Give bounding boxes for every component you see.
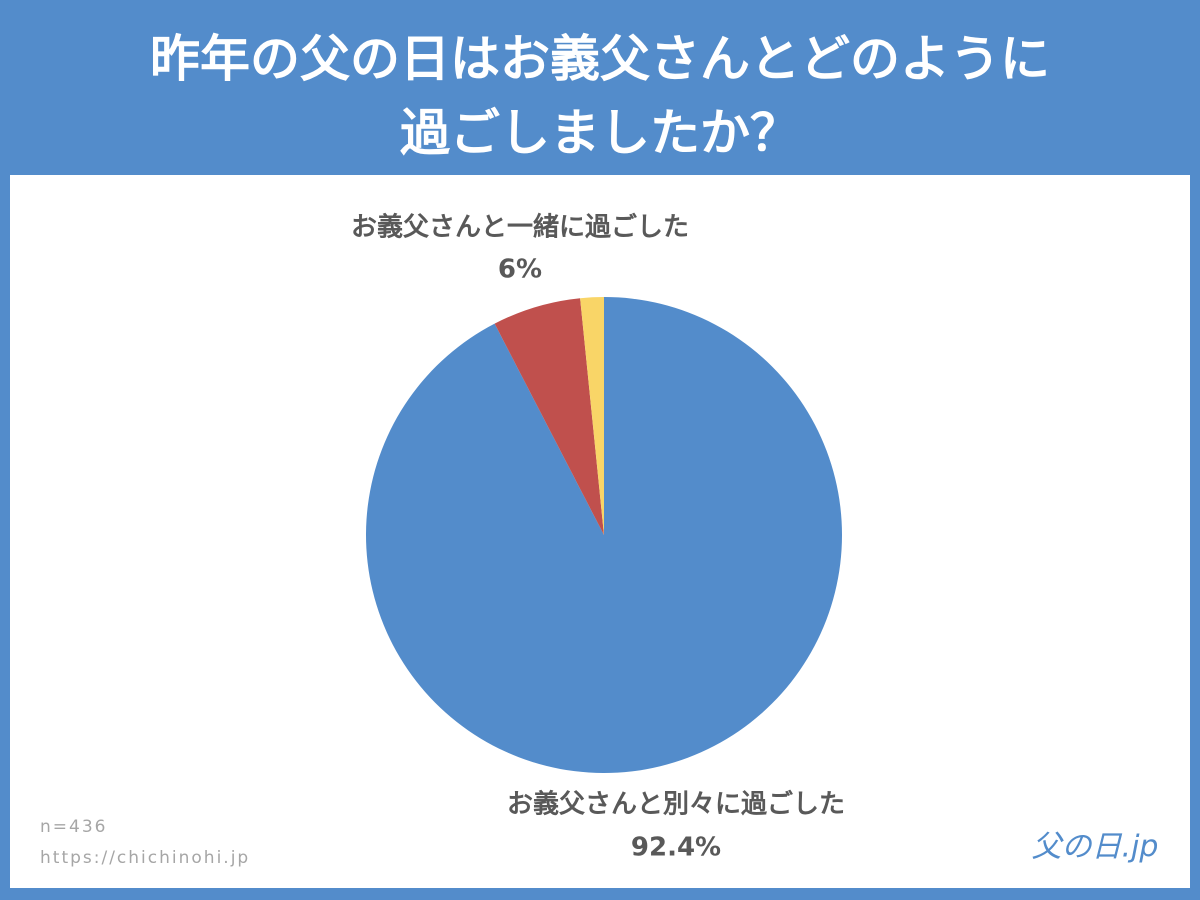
sample-size: n=436: [40, 817, 107, 837]
chart-title: 昨年の父の日はお義父さんとどのように過ごしましたか？: [150, 30, 1050, 162]
logo: 父の日.jp: [1032, 830, 1159, 865]
value-label: 6%: [498, 255, 542, 285]
slice-label: お義父さんと別々に過ごした: [507, 789, 845, 820]
pie-slice: [580, 297, 604, 535]
value-label: 92.4%: [631, 833, 721, 863]
source-url: https://chichinohi.jp: [40, 848, 250, 868]
slice-label: お義父さんと一緒に過ごした: [351, 212, 689, 243]
pie-slice: [494, 298, 604, 535]
